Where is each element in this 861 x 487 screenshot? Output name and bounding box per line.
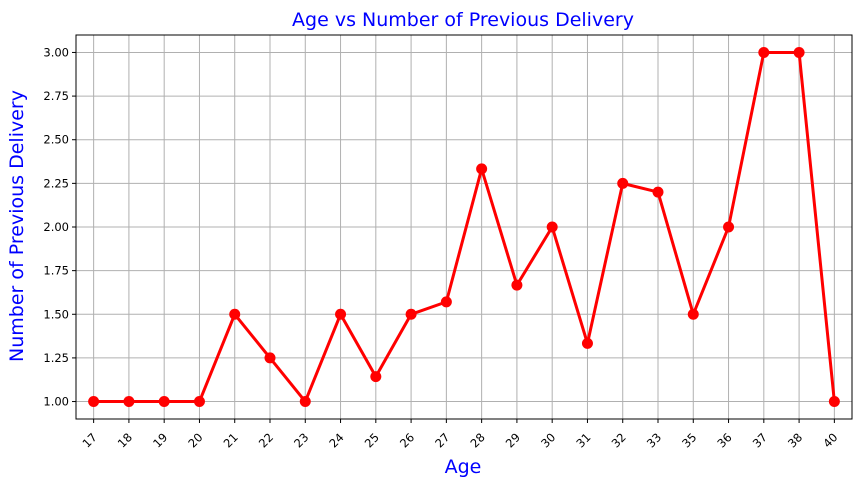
- x-tick-label: 36: [714, 430, 734, 450]
- x-axis: 17 18 19 20 21 22 23 24 25 26 27 28 29 30 31 32 33 35 36 37…: [80, 419, 840, 450]
- x-tick-label: 26: [397, 430, 417, 450]
- grid: [76, 35, 852, 419]
- x-tick-label: 22: [256, 430, 276, 450]
- x-tick-label: 28: [468, 430, 488, 450]
- series-line: [93, 50, 836, 404]
- x-tick-label: 30: [538, 430, 558, 450]
- x-tick-label: 23: [291, 430, 311, 450]
- x-tick-label: 17: [80, 430, 100, 450]
- y-axis: 1.00 1.25 1.50 1.75 2.00 2.25 2.50 2.75 3.00: [43, 45, 76, 409]
- data-point: [758, 46, 770, 58]
- data-point: [546, 221, 558, 233]
- y-tick-label: 2.25: [43, 176, 69, 190]
- x-tick-label: 32: [609, 430, 629, 450]
- data-point: [581, 337, 593, 349]
- data-point: [229, 308, 241, 320]
- data-point: [723, 221, 735, 233]
- data-point: [793, 46, 805, 58]
- chart-title: Age vs Number of Previous Delivery: [292, 9, 634, 31]
- x-tick-label: 25: [362, 430, 382, 450]
- x-tick-label: 29: [503, 430, 523, 450]
- x-tick-label: 37: [750, 430, 770, 450]
- x-tick-label: 27: [432, 430, 452, 450]
- x-tick-label: 38: [785, 430, 805, 450]
- data-point: [440, 296, 452, 308]
- x-tick-label: 31: [573, 430, 593, 450]
- x-tick-label: 21: [221, 430, 241, 450]
- data-point: [264, 352, 276, 364]
- data-point: [158, 396, 170, 408]
- data-point: [193, 396, 205, 408]
- x-tick-label: 24: [326, 430, 346, 450]
- x-tick-label: 35: [679, 430, 699, 450]
- data-point: [405, 308, 417, 320]
- data-point: [617, 177, 629, 189]
- data-point: [370, 371, 382, 383]
- data-point: [335, 308, 347, 320]
- data-point: [828, 396, 840, 408]
- y-tick-label: 1.00: [43, 395, 69, 409]
- data-point: [123, 396, 135, 408]
- x-tick-label: 40: [820, 430, 840, 450]
- y-tick-label: 2.50: [43, 133, 69, 147]
- y-tick-label: 2.00: [43, 220, 69, 234]
- data-point: [511, 279, 523, 291]
- y-tick-label: 2.75: [43, 89, 69, 103]
- x-axis-title: Age: [445, 456, 482, 478]
- y-tick-label: 1.25: [43, 351, 69, 365]
- y-tick-label: 1.50: [43, 307, 69, 321]
- y-tick-label: 3.00: [43, 45, 69, 59]
- data-point: [88, 396, 100, 408]
- series: [88, 46, 840, 408]
- data-point: [652, 186, 664, 198]
- data-point: [476, 163, 488, 175]
- y-tick-label: 1.75: [43, 264, 69, 278]
- x-tick-label: 20: [185, 430, 205, 450]
- data-point: [687, 308, 699, 320]
- x-tick-label: 33: [644, 430, 664, 450]
- data-point: [299, 396, 311, 408]
- x-tick-label: 19: [150, 430, 170, 450]
- x-tick-label: 18: [115, 430, 135, 450]
- y-axis-title: Number of Previous Delivery: [6, 90, 28, 362]
